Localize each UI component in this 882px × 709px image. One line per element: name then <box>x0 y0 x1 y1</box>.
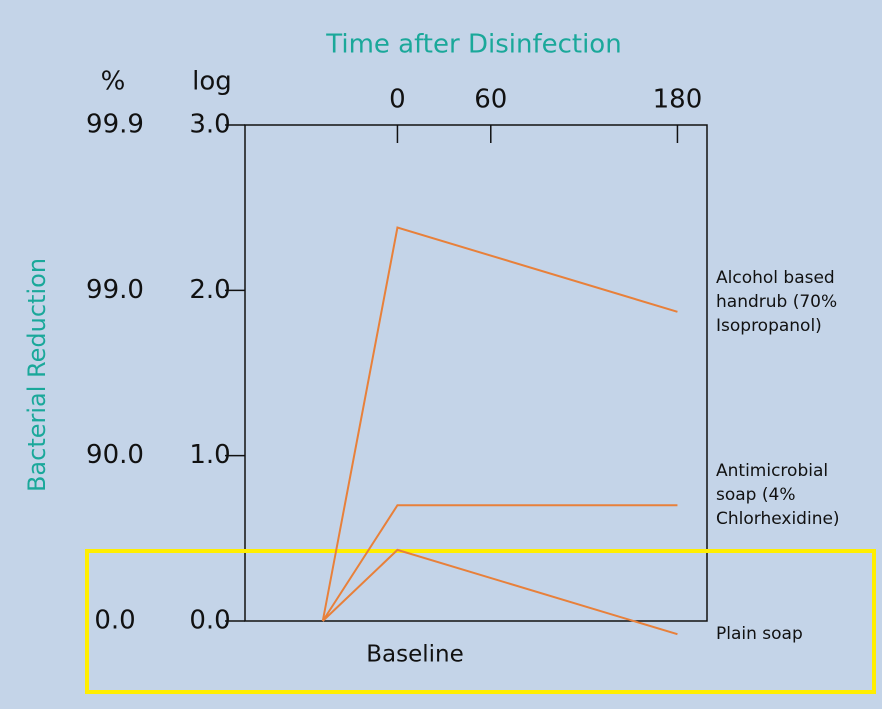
chart-title: Time after Disinfection <box>325 30 621 60</box>
x-tick-label: 60 <box>474 85 507 115</box>
pct-tick-label: 0.0 <box>94 606 135 636</box>
x-tick-label: 0 <box>389 85 406 115</box>
y-tick-label: 0.0 <box>189 606 230 636</box>
series-line <box>321 226 678 622</box>
y-tick-label: 2.0 <box>189 275 230 305</box>
log-header: log <box>192 67 232 97</box>
pct-header: % <box>101 67 126 97</box>
pct-tick-label: 99.9 <box>86 110 144 140</box>
baseline-label: Baseline <box>366 642 464 668</box>
y-axis-label: Bacterial Reduction <box>23 258 51 492</box>
series-label: Antimicrobial soap (4% Chlorhexidine) <box>716 461 840 530</box>
series-line <box>321 504 678 622</box>
y-tick-label: 1.0 <box>189 440 230 470</box>
x-tick-label: 180 <box>653 85 703 115</box>
plot-frame <box>244 124 708 622</box>
pct-tick-label: 90.0 <box>86 440 144 470</box>
y-tick-label: 3.0 <box>189 110 230 140</box>
pct-tick-label: 99.0 <box>86 275 144 305</box>
series-label: Plain soap <box>716 624 803 645</box>
series-label: Alcohol based handrub (70% Isopropanol) <box>716 267 838 336</box>
highlight-box <box>85 549 876 694</box>
series-line <box>322 548 678 636</box>
